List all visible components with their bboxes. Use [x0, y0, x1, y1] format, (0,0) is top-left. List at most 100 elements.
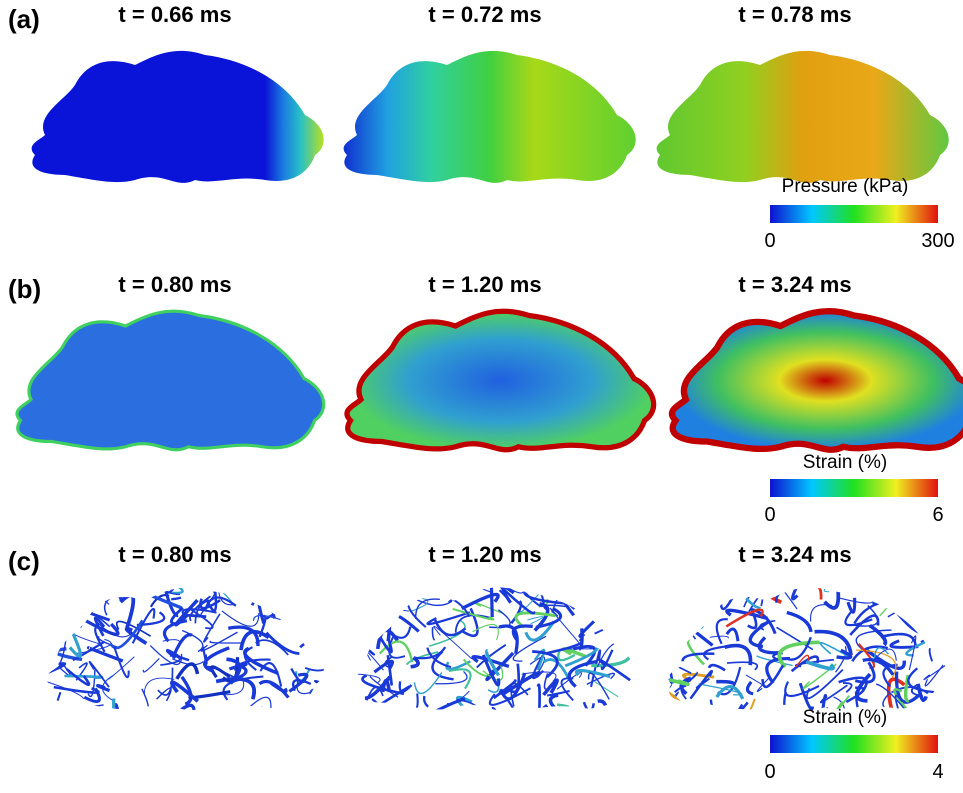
- vessel: [274, 574, 302, 600]
- vessel: [361, 619, 369, 625]
- vessel: [902, 575, 944, 606]
- time-label: t = 1.20 ms: [428, 542, 541, 567]
- vessel: [550, 695, 558, 711]
- vessel: [91, 715, 104, 731]
- vessel: [584, 702, 594, 711]
- figure: (a) t = 0.66 ms t = 0.72 ms t = 0.78 ms …: [0, 0, 963, 793]
- colorbar-min: 0: [764, 761, 775, 783]
- vessel: [616, 709, 655, 723]
- vessel: [115, 705, 117, 724]
- vessel: [825, 577, 839, 608]
- vessel: [710, 716, 722, 738]
- vessel: [911, 607, 929, 630]
- vessel: [824, 582, 840, 592]
- vessel: [689, 609, 704, 620]
- vessel: [524, 586, 564, 603]
- vessel: [863, 660, 893, 675]
- vessel: [97, 708, 113, 726]
- time-label: t = 0.80 ms: [118, 542, 231, 567]
- vessel: [711, 700, 726, 718]
- vessel: [49, 564, 69, 586]
- vessel: [919, 594, 941, 612]
- vessel: [763, 586, 781, 602]
- vessel: [683, 613, 702, 628]
- vessel: [584, 709, 610, 719]
- vessel: [740, 577, 767, 595]
- vessel: [202, 572, 231, 584]
- vessel: [658, 592, 673, 619]
- panel-c: (c) t = 0.80 ms t = 1.20 ms t = 3.24 ms …: [8, 542, 959, 783]
- vessel: [595, 612, 623, 633]
- vessel: [210, 641, 242, 643]
- vessel: [611, 585, 621, 601]
- vessel: [661, 597, 680, 633]
- vessel: [313, 578, 322, 598]
- vessel: [259, 576, 290, 598]
- vessel: [435, 671, 467, 683]
- colorbar-max: 6: [932, 504, 943, 526]
- vessel: [550, 608, 579, 642]
- colorbar-title: Strain (%): [803, 452, 887, 473]
- vessel: [18, 660, 46, 686]
- vessel: [663, 609, 668, 631]
- panel-label: (c): [8, 546, 40, 576]
- time-label: t = 3.24 ms: [738, 272, 851, 297]
- vessel: [451, 711, 472, 723]
- vessel: [143, 658, 159, 672]
- vessel: [870, 566, 880, 587]
- vessel: [159, 710, 171, 721]
- vessel: [348, 595, 368, 608]
- panel-label: (b): [8, 274, 41, 304]
- brain-map: [657, 51, 949, 183]
- brain-map: [672, 311, 963, 450]
- vessel: [657, 618, 667, 641]
- vessel: [678, 590, 712, 613]
- vessel: [711, 712, 743, 717]
- vessel: [717, 619, 728, 644]
- vessel: [341, 587, 377, 602]
- vessel: [77, 705, 104, 707]
- vessel: [212, 667, 230, 678]
- vessel: [308, 568, 316, 600]
- vessel: [300, 642, 319, 651]
- vessel: [139, 689, 149, 715]
- vessel: [930, 697, 949, 724]
- vessel: [67, 607, 110, 620]
- vessel: [602, 587, 639, 610]
- colorbar-min: 0: [764, 504, 775, 526]
- vessel: [454, 582, 490, 592]
- colorbar-max: 300: [921, 230, 954, 252]
- vessel: [388, 616, 390, 642]
- vessel: [349, 583, 380, 595]
- colorbar: [770, 479, 938, 497]
- vessel: [52, 581, 85, 598]
- time-label: t = 1.20 ms: [428, 272, 541, 297]
- vessel: [213, 581, 228, 593]
- vessel: [709, 665, 725, 670]
- time-label: t = 0.66 ms: [118, 2, 231, 27]
- vessel: [540, 705, 583, 717]
- vessel: [901, 586, 935, 610]
- vessel: [275, 604, 307, 609]
- vessel: [311, 689, 330, 702]
- vessel: [746, 598, 760, 607]
- vessel: [634, 601, 672, 604]
- vessel: [55, 692, 63, 715]
- vessel: [667, 715, 693, 733]
- vessel: [670, 600, 697, 609]
- vessel: [669, 662, 691, 673]
- vessel: [280, 716, 291, 739]
- panel-a: (a) t = 0.66 ms t = 0.72 ms t = 0.78 ms …: [8, 2, 955, 252]
- brain-map: [344, 51, 636, 183]
- vessel: [63, 565, 89, 591]
- vessel: [620, 703, 655, 718]
- vessel: [90, 662, 109, 687]
- vessel: [172, 682, 198, 701]
- vessel: [678, 606, 696, 639]
- time-label: t = 0.80 ms: [118, 272, 231, 297]
- vessel: [660, 692, 678, 712]
- vessel: [114, 699, 120, 723]
- vessel: [736, 702, 747, 714]
- vessel: [820, 643, 849, 657]
- colorbar-title: Strain (%): [803, 707, 887, 728]
